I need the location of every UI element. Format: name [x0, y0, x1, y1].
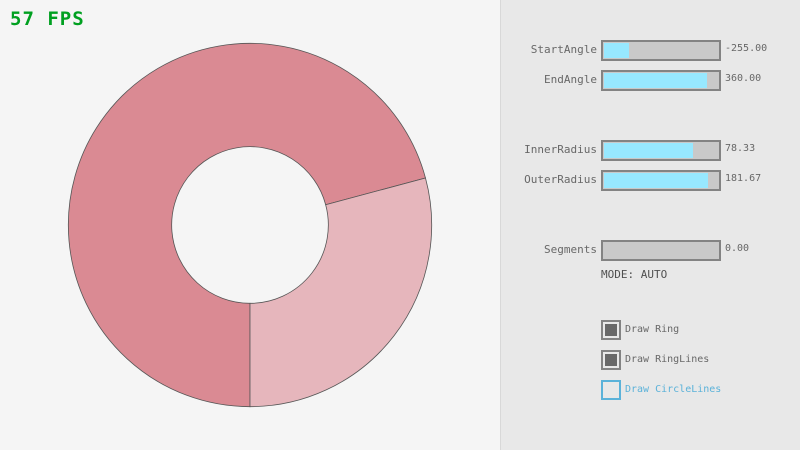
ring-canvas — [67, 42, 433, 408]
draw-ring-lines-label: Draw RingLines — [625, 354, 710, 365]
draw-circle-lines-label: Draw CircleLines — [625, 384, 722, 395]
start-angle-control: StartAngle -255.00 — [501, 40, 800, 61]
outer-radius-label: OuterRadius — [524, 173, 597, 186]
ring-single-segment — [249, 177, 433, 408]
segments-value: 0.00 — [725, 243, 750, 254]
draw-ring-checkbox[interactable]: Draw Ring — [601, 320, 800, 340]
check-mark — [605, 324, 617, 336]
draw-ring-lines-checkbox[interactable]: Draw RingLines — [601, 350, 800, 370]
inner-radius-control: InnerRadius 78.33 — [501, 140, 800, 161]
outer-radius-slider[interactable] — [601, 170, 721, 191]
end-angle-control: EndAngle 360.00 — [501, 70, 800, 91]
draw-circle-lines-checkbox[interactable]: Draw CircleLines — [601, 380, 800, 400]
start-angle-slider[interactable] — [601, 40, 721, 61]
end-angle-label: EndAngle — [544, 73, 597, 86]
checkbox-box[interactable] — [601, 380, 621, 400]
segments-slider[interactable] — [601, 240, 721, 261]
segments-label: Segments — [544, 243, 597, 256]
inner-radius-value: 78.33 — [725, 143, 756, 154]
controls-panel: StartAngle -255.00 EndAngle 360.00 Inner… — [500, 0, 800, 450]
draw-ring-label: Draw Ring — [625, 324, 680, 335]
checkbox-box[interactable] — [601, 350, 621, 370]
slider-fill — [604, 173, 708, 188]
check-mark — [605, 354, 617, 366]
outer-radius-control: OuterRadius 181.67 — [501, 170, 800, 191]
ring-overlap-segment — [67, 42, 426, 408]
checkbox-box[interactable] — [601, 320, 621, 340]
slider-fill — [604, 43, 629, 58]
slider-fill — [604, 143, 694, 158]
mode-label: MODE: AUTO — [601, 268, 668, 281]
end-angle-slider[interactable] — [601, 70, 721, 91]
end-angle-value: 360.00 — [725, 73, 762, 84]
start-angle-value: -255.00 — [725, 43, 768, 54]
inner-radius-label: InnerRadius — [524, 143, 597, 156]
outer-radius-value: 181.67 — [725, 173, 762, 184]
segments-control: Segments 0.00 — [501, 240, 800, 261]
start-angle-label: StartAngle — [530, 43, 597, 56]
fps-counter: 57 FPS — [10, 8, 85, 30]
inner-radius-slider[interactable] — [601, 140, 721, 161]
slider-fill — [604, 73, 707, 88]
